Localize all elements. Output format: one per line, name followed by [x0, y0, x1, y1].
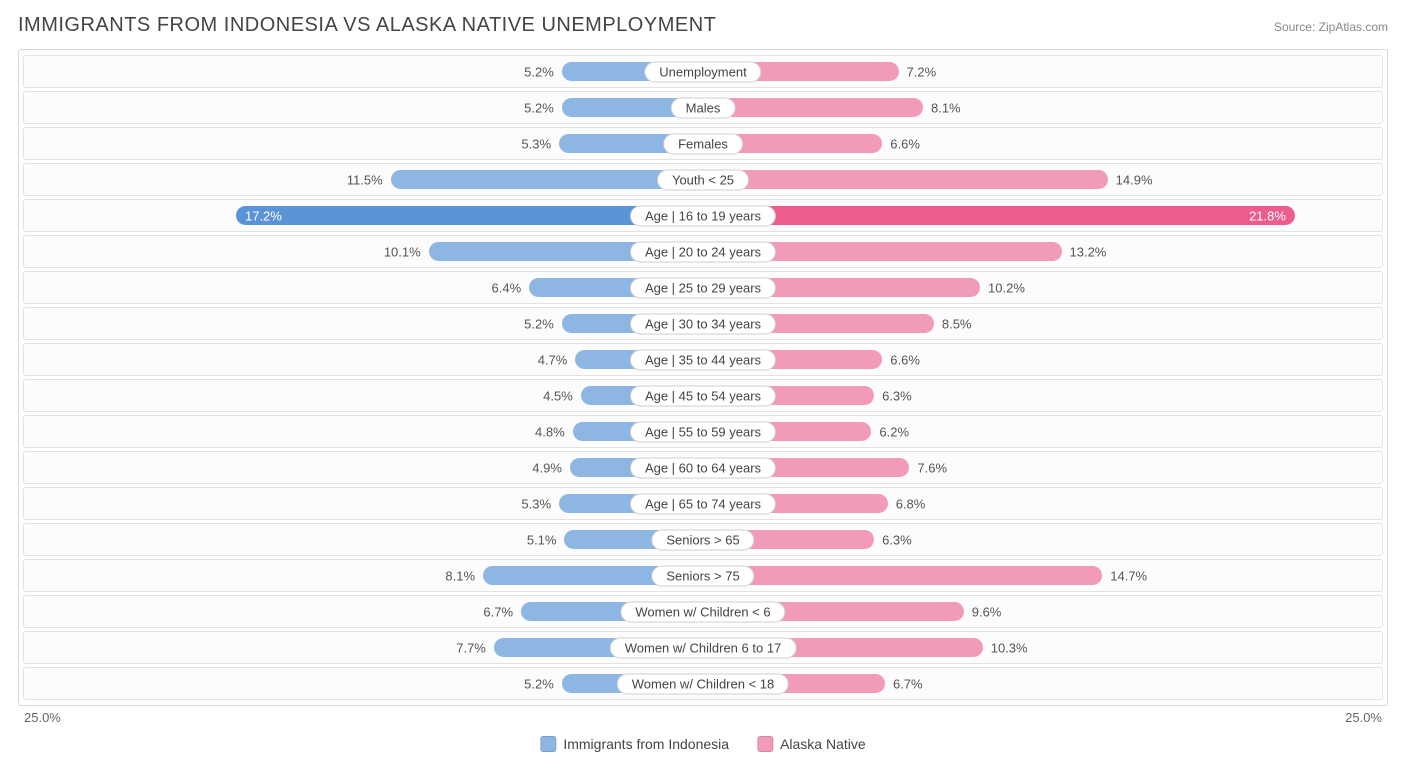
value-label-right: 7.2% [907, 64, 937, 79]
chart-row: 7.7% 10.3% Women w/ Children 6 to 17 [23, 631, 1383, 664]
value-label-right: 6.6% [890, 352, 920, 367]
value-label-left: 5.2% [524, 100, 554, 115]
category-label: Seniors > 75 [651, 565, 754, 586]
value-label-left: 17.2% [245, 208, 282, 223]
value-label-left: 5.2% [524, 676, 554, 691]
bar-right [703, 566, 1102, 585]
category-label: Unemployment [644, 61, 761, 82]
category-label: Women w/ Children 6 to 17 [610, 637, 797, 658]
value-label-left: 4.5% [543, 388, 573, 403]
value-label-left: 5.1% [527, 532, 557, 547]
chart-row: 5.2% 8.5% Age | 30 to 34 years [23, 307, 1383, 340]
legend-item-right: Alaska Native [757, 736, 866, 752]
value-label-right: 9.6% [972, 604, 1002, 619]
category-label: Males [671, 97, 736, 118]
value-label-left: 6.4% [492, 280, 522, 295]
value-label-left: 5.3% [521, 136, 551, 151]
value-label-left: 5.2% [524, 316, 554, 331]
category-label: Females [663, 133, 743, 154]
axis-max-left: 25.0% [24, 710, 61, 725]
category-label: Age | 35 to 44 years [630, 349, 776, 370]
value-label-right: 14.9% [1116, 172, 1153, 187]
value-label-right: 6.7% [893, 676, 923, 691]
category-label: Age | 16 to 19 years [630, 205, 776, 226]
category-label: Youth < 25 [657, 169, 749, 190]
diverging-bar-chart: 5.2% 7.2% Unemployment 5.2% 8.1% Males 5.3% 6.6… [18, 49, 1388, 706]
value-label-left: 5.3% [521, 496, 551, 511]
source-attribution: Source: ZipAtlas.com [1274, 20, 1388, 34]
chart-row: 8.1% 14.7% Seniors > 75 [23, 559, 1383, 592]
value-label-right: 13.2% [1070, 244, 1107, 259]
category-label: Age | 30 to 34 years [630, 313, 776, 334]
category-label: Age | 25 to 29 years [630, 277, 776, 298]
chart-row: 4.7% 6.6% Age | 35 to 44 years [23, 343, 1383, 376]
chart-row: 5.2% 8.1% Males [23, 91, 1383, 124]
legend-label-left: Immigrants from Indonesia [563, 736, 729, 752]
category-label: Age | 20 to 24 years [630, 241, 776, 262]
value-label-left: 4.9% [532, 460, 562, 475]
chart-title: IMMIGRANTS FROM INDONESIA VS ALASKA NATI… [18, 14, 716, 37]
chart-row: 4.9% 7.6% Age | 60 to 64 years [23, 451, 1383, 484]
value-label-right: 6.8% [896, 496, 926, 511]
value-label-right: 8.5% [942, 316, 972, 331]
value-label-right: 6.6% [890, 136, 920, 151]
legend-swatch-icon [757, 736, 773, 752]
legend-label-right: Alaska Native [780, 736, 866, 752]
value-label-right: 8.1% [931, 100, 961, 115]
header: IMMIGRANTS FROM INDONESIA VS ALASKA NATI… [18, 14, 1388, 37]
value-label-right: 6.3% [882, 388, 912, 403]
value-label-right: 10.3% [991, 640, 1028, 655]
chart-row: 4.8% 6.2% Age | 55 to 59 years [23, 415, 1383, 448]
chart-row: 5.1% 6.3% Seniors > 65 [23, 523, 1383, 556]
bar-right [703, 170, 1108, 189]
value-label-left: 11.5% [347, 172, 383, 187]
legend-swatch-icon [540, 736, 556, 752]
legend-item-left: Immigrants from Indonesia [540, 736, 729, 752]
bar-right [703, 206, 1295, 225]
category-label: Age | 60 to 64 years [630, 457, 776, 478]
category-label: Women w/ Children < 6 [620, 601, 785, 622]
value-label-right: 14.7% [1110, 568, 1147, 583]
value-label-right: 7.6% [917, 460, 947, 475]
value-label-right: 6.3% [882, 532, 912, 547]
chart-row: 17.2% 21.8% Age | 16 to 19 years [23, 199, 1383, 232]
value-label-left: 8.1% [445, 568, 475, 583]
chart-row: 11.5% 14.9% Youth < 25 [23, 163, 1383, 196]
value-label-right: 21.8% [1249, 208, 1286, 223]
value-label-left: 7.7% [456, 640, 486, 655]
value-label-right: 10.2% [988, 280, 1025, 295]
value-label-left: 6.7% [483, 604, 513, 619]
bar-right [703, 98, 923, 117]
category-label: Age | 65 to 74 years [630, 493, 776, 514]
chart-row: 5.2% 7.2% Unemployment [23, 55, 1383, 88]
category-label: Seniors > 65 [651, 529, 754, 550]
chart-row: 6.4% 10.2% Age | 25 to 29 years [23, 271, 1383, 304]
value-label-right: 6.2% [879, 424, 909, 439]
chart-row: 6.7% 9.6% Women w/ Children < 6 [23, 595, 1383, 628]
value-label-left: 4.8% [535, 424, 565, 439]
chart-row: 5.3% 6.6% Females [23, 127, 1383, 160]
category-label: Age | 45 to 54 years [630, 385, 776, 406]
value-label-left: 4.7% [538, 352, 568, 367]
legend: Immigrants from Indonesia Alaska Native [540, 736, 865, 752]
x-axis: 25.0% Immigrants from Indonesia Alaska N… [18, 706, 1388, 725]
value-label-left: 5.2% [524, 64, 554, 79]
value-label-left: 10.1% [384, 244, 421, 259]
chart-row: 4.5% 6.3% Age | 45 to 54 years [23, 379, 1383, 412]
axis-max-right: 25.0% [1345, 710, 1382, 725]
category-label: Age | 55 to 59 years [630, 421, 776, 442]
chart-row: 10.1% 13.2% Age | 20 to 24 years [23, 235, 1383, 268]
chart-row: 5.3% 6.8% Age | 65 to 74 years [23, 487, 1383, 520]
chart-container: IMMIGRANTS FROM INDONESIA VS ALASKA NATI… [0, 0, 1406, 757]
chart-row: 5.2% 6.7% Women w/ Children < 18 [23, 667, 1383, 700]
category-label: Women w/ Children < 18 [617, 673, 789, 694]
